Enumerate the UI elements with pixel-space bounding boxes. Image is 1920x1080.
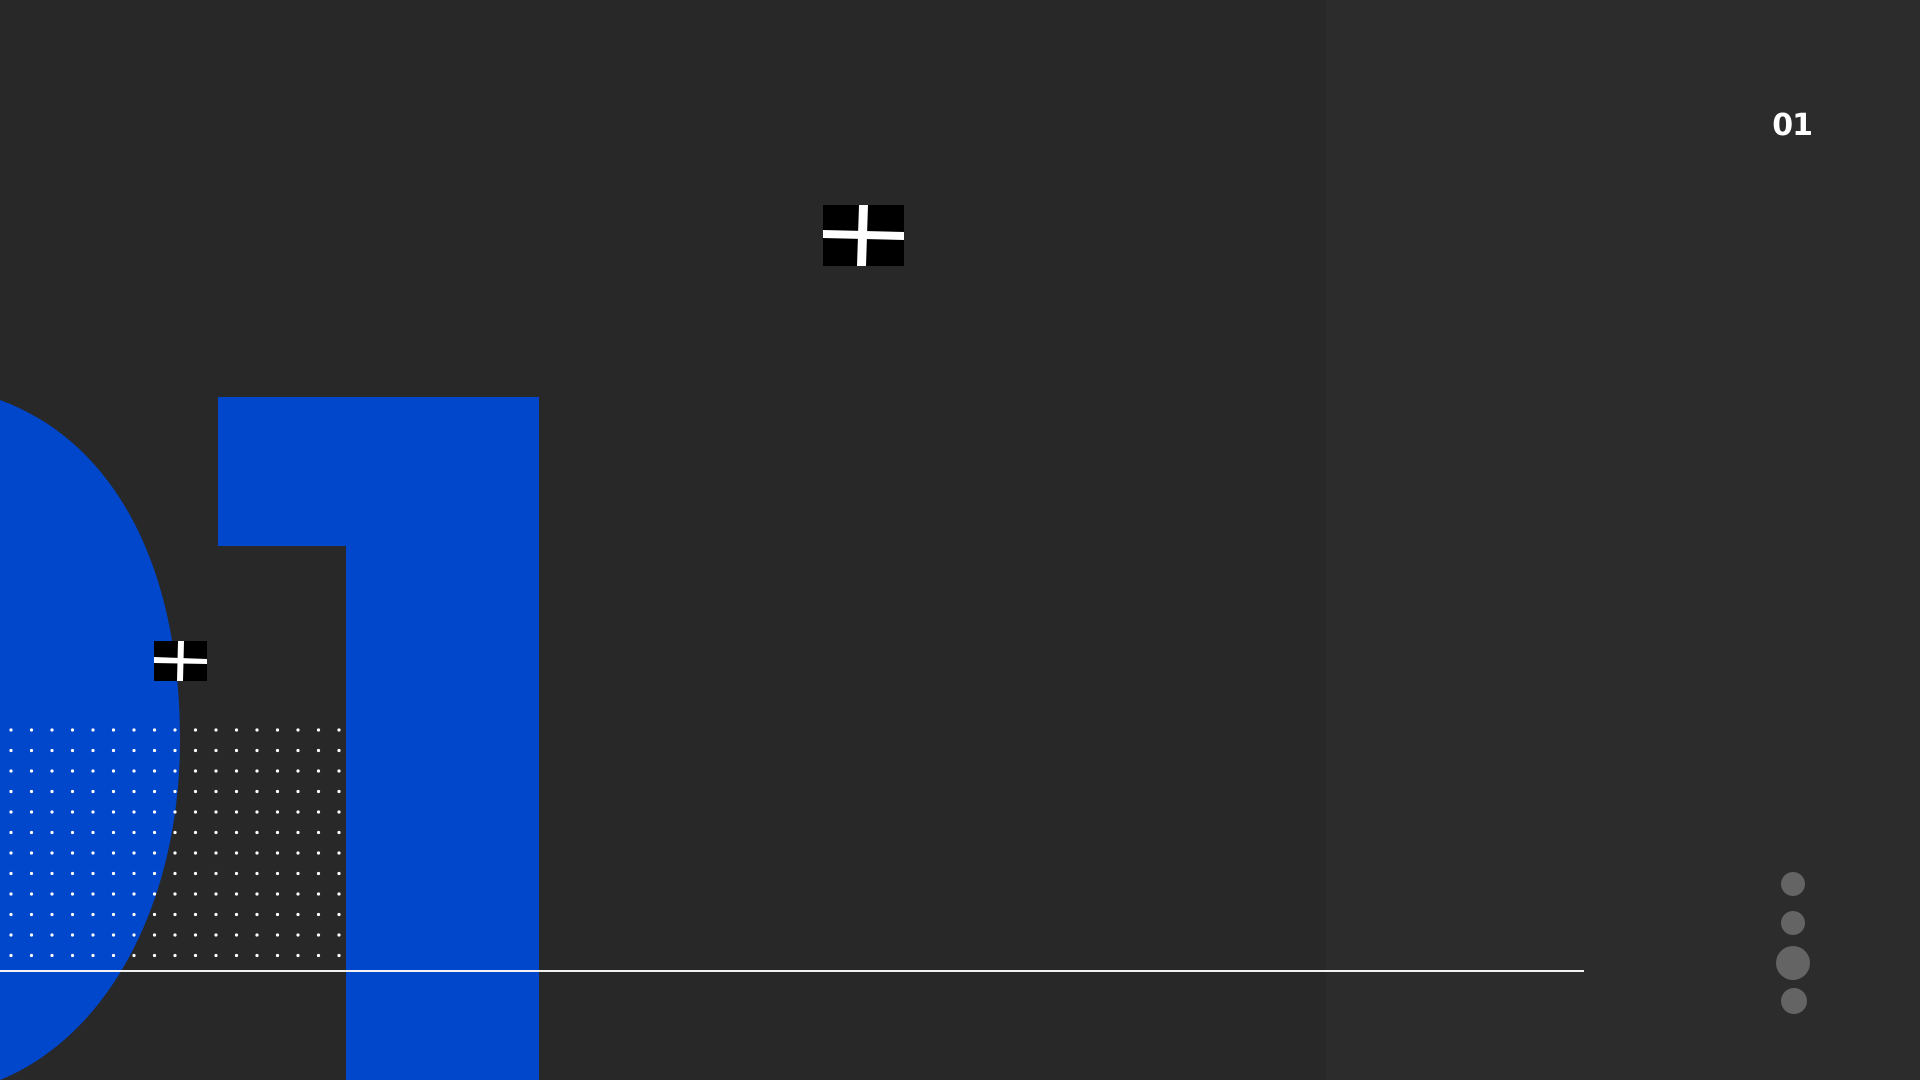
pager-dot-3-active[interactable] <box>1776 946 1810 980</box>
dot-pattern <box>0 721 346 961</box>
plus-icon <box>823 205 904 266</box>
pager-dot-4[interactable] <box>1781 988 1807 1014</box>
pager-dot-2[interactable] <box>1781 911 1805 935</box>
horizontal-divider-line <box>0 970 1584 972</box>
plus-icon <box>154 641 207 681</box>
pager-dot-1[interactable] <box>1781 872 1805 896</box>
slide-number: 01 <box>1772 108 1813 143</box>
pagination-dots <box>1776 872 1810 1014</box>
right-panel <box>1326 0 1920 1080</box>
